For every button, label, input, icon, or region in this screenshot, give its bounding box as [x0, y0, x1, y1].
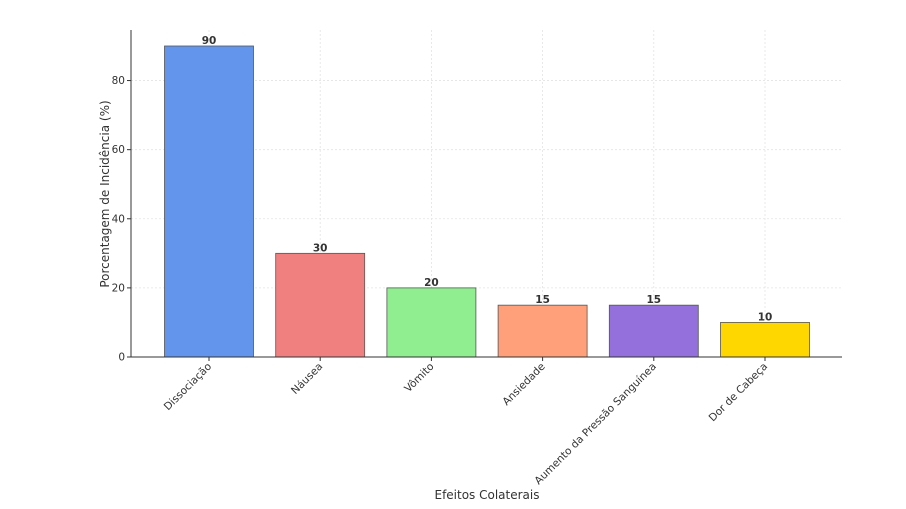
x-tick-label: Vômito	[402, 361, 436, 395]
bar-value-label: 15	[646, 294, 661, 306]
bar-value-label: 90	[202, 35, 217, 47]
x-tick-label: Ansiedade	[500, 361, 547, 408]
y-tick-label: 40	[112, 213, 125, 225]
bar-4	[497, 304, 588, 358]
bar-value-label: 30	[313, 242, 328, 254]
x-tick-label: Dor de Cabeça	[707, 361, 770, 424]
x-tick-label: Dissociação	[162, 361, 214, 413]
bar-3	[386, 287, 477, 358]
data-labels: 90 30 20 15 15 10	[202, 35, 773, 323]
bar-value-label: 15	[535, 294, 550, 306]
bar-6	[720, 322, 810, 358]
x-tick-label: Náusea	[289, 361, 325, 397]
bar-2	[275, 252, 366, 358]
x-axis-title: Efeitos Colaterais	[434, 488, 539, 502]
bars	[164, 45, 810, 358]
y-tick-label: 0	[118, 352, 125, 364]
bar-1	[164, 45, 254, 358]
bar-value-label: 20	[424, 277, 439, 289]
bar-value-label: 10	[758, 311, 773, 323]
y-axis-title: Porcentagem de Incidência (%)	[98, 100, 112, 287]
y-tick-label: 20	[112, 282, 125, 294]
y-tick-label: 80	[112, 75, 125, 87]
y-tick-label: 60	[112, 144, 125, 156]
bar-5	[608, 304, 699, 358]
x-tick-label: Aumento da Pressão Sanguínea	[532, 361, 658, 487]
